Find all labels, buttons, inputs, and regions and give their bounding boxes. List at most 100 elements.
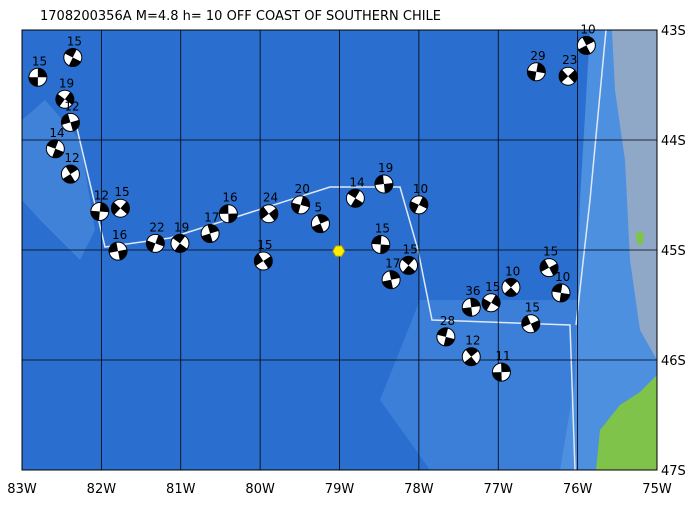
depth-label: 15 (114, 185, 129, 199)
focal-mechanism (259, 204, 279, 224)
focal-mechanism (521, 314, 541, 334)
beachball-quadrant (437, 327, 455, 346)
beachball-quadrant (374, 175, 393, 193)
focal-mechanism (399, 255, 419, 275)
lon-label: 77W (484, 482, 514, 497)
depth-label: 19 (59, 76, 74, 90)
beachball-quadrant (559, 69, 578, 83)
depth-label: 10 (505, 264, 520, 278)
beachball-quadrant (401, 256, 416, 275)
focal-mechanism (291, 195, 311, 215)
depth-label: 16 (222, 191, 237, 205)
focal-mechanism (371, 235, 391, 254)
focal-mechanism (60, 164, 80, 184)
plate-boundary (575, 29, 607, 326)
focal-mechanism (381, 270, 401, 290)
beachball-quadrant (540, 259, 559, 276)
depth-label: 19 (174, 220, 189, 234)
frame (21, 29, 658, 471)
depth-label: 19 (378, 161, 393, 175)
beachball-quadrant (46, 139, 64, 158)
focal-mechanism (501, 277, 521, 297)
focal-mechanism (491, 362, 511, 382)
focal-mechanism (45, 139, 65, 159)
beachball-quadrant (578, 36, 595, 55)
depth-label: 17 (385, 257, 400, 271)
beachball-quadrant (409, 196, 428, 214)
focal-mechanism (253, 251, 273, 271)
depth-label: 16 (112, 228, 127, 242)
depth-label: 23 (562, 53, 577, 67)
beachball-quadrant (219, 204, 238, 223)
lon-label: 80W (245, 482, 275, 497)
beachball-quadrant (504, 278, 518, 297)
depth-label: 10 (580, 22, 595, 36)
beachball-quadrant (64, 48, 81, 67)
depth-label: 11 (495, 349, 510, 363)
lon-label: 76W (563, 482, 593, 497)
lon-label: 82W (87, 482, 117, 497)
beachball-quadrant (61, 113, 80, 132)
focal-mechanism (576, 35, 596, 55)
beachball-quadrant (371, 235, 390, 254)
lat-label: 46S (661, 354, 686, 369)
beachball-quadrant (462, 298, 481, 317)
beachball-quadrant (90, 202, 109, 221)
focal-mechanism (481, 293, 501, 313)
focal-mechanism (310, 214, 330, 234)
depth-label: 15 (32, 54, 47, 68)
depth-label: 15 (257, 238, 272, 252)
depth-label: 10 (413, 182, 428, 196)
depth-label: 14 (49, 126, 64, 140)
depth-label: 15 (543, 245, 558, 259)
depth-label: 12 (465, 334, 480, 348)
depth-label: 20 (295, 182, 310, 196)
beachball-quadrant (254, 253, 273, 269)
depth-label: 15 (375, 222, 390, 236)
focal-mechanism (110, 198, 130, 218)
title: 1708200356A M=4.8 h= 10 OFF COAST OF SOU… (40, 9, 441, 24)
focal-mechanism (551, 283, 571, 303)
beachball-quadrant (109, 242, 128, 260)
depth-label: 15 (67, 35, 82, 49)
focal-mechanism (90, 202, 110, 221)
lat-label: 45S (661, 244, 686, 259)
focal-mechanism (55, 89, 75, 109)
beachball-quadrant (62, 165, 79, 184)
focal-mechanism (60, 112, 80, 132)
depth-label: 15 (403, 242, 418, 256)
epicenter (332, 245, 346, 257)
focal-mechanism (200, 224, 220, 243)
depth-label: 12 (94, 189, 109, 203)
focal-mechanism (436, 327, 456, 347)
focal-mechanism (461, 297, 481, 317)
depth-label: 15 (485, 280, 500, 294)
focal-mechanism (28, 67, 48, 87)
depth-label: 22 (149, 220, 164, 234)
depth-label: 24 (263, 191, 278, 205)
land (612, 30, 657, 360)
beachball-quadrant (492, 363, 511, 382)
focal-mechanism (558, 66, 578, 86)
depth-label: 29 (530, 49, 545, 63)
focal-mechanism (345, 188, 365, 208)
lon-label: 81W (166, 482, 196, 497)
beachball-quadrant (172, 234, 188, 253)
lon-label: 75W (642, 482, 672, 497)
beachball-quadrant (464, 347, 479, 366)
depth-label: 15 (525, 301, 540, 315)
depth-label: 5 (314, 201, 322, 215)
beachball-quadrant (55, 92, 74, 107)
focal-mechanism (108, 241, 128, 261)
focal-mechanism (170, 233, 190, 253)
beachball-quadrant (312, 214, 329, 233)
depth-label: 14 (349, 175, 364, 189)
beachball-quadrant (482, 295, 501, 311)
beachball-quadrant (552, 283, 570, 302)
depth-label: 12 (64, 151, 79, 165)
lon-label: 78W (404, 482, 434, 497)
focal-mechanism (218, 204, 238, 224)
focal-mechanism (461, 347, 481, 367)
island (636, 231, 644, 245)
beachball-quadrant (521, 315, 540, 332)
